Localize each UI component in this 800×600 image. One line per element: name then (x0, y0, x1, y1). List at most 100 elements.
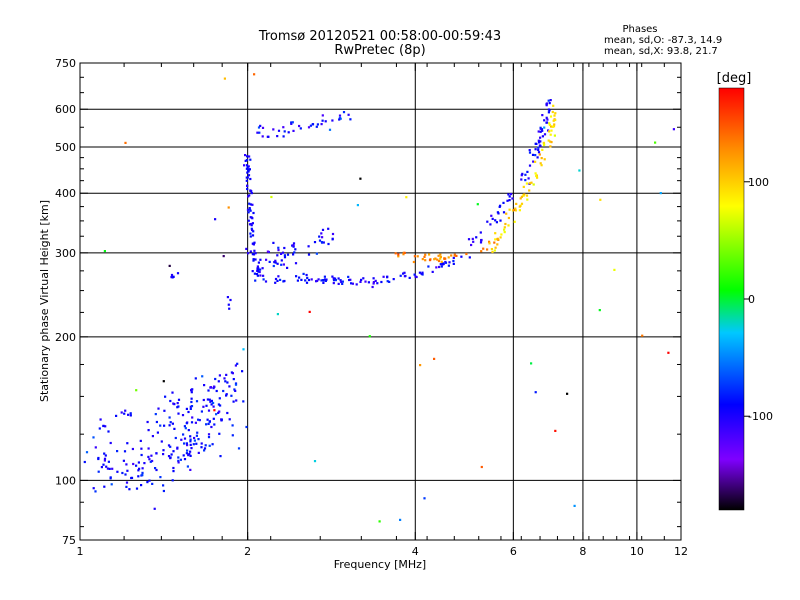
data-point (439, 253, 442, 256)
data-point (168, 416, 171, 419)
data-point (169, 399, 172, 403)
data-point (115, 414, 118, 417)
data-point (535, 174, 538, 178)
data-point (502, 201, 505, 204)
data-point (217, 403, 220, 406)
data-point (553, 134, 556, 137)
data-point (213, 423, 216, 426)
data-point (537, 139, 540, 142)
data-point (499, 236, 502, 239)
data-point (209, 400, 212, 403)
data-point (298, 124, 301, 128)
data-point (254, 258, 257, 261)
data-point (548, 122, 551, 125)
data-point (323, 278, 327, 281)
data-point (479, 231, 482, 234)
data-point (244, 154, 247, 157)
data-point (528, 189, 531, 192)
data-point (367, 281, 370, 284)
data-point (171, 391, 174, 394)
data-point (256, 269, 259, 272)
data-point (372, 277, 375, 280)
data-point (195, 400, 199, 403)
data-point (547, 111, 550, 114)
data-point (334, 279, 337, 282)
data-point (274, 259, 277, 262)
data-point (168, 424, 171, 427)
data-point (359, 177, 362, 180)
data-point (177, 398, 181, 401)
data-point (231, 424, 234, 427)
data-point (496, 243, 499, 246)
data-point (431, 270, 434, 273)
data-point (219, 404, 222, 407)
data-point (536, 156, 539, 159)
data-point (332, 279, 336, 282)
data-point (486, 248, 489, 251)
data-point (277, 249, 280, 252)
data-point (540, 128, 543, 131)
data-point (169, 421, 172, 424)
data-point (659, 192, 662, 195)
data-point (252, 242, 255, 245)
data-point (280, 263, 283, 266)
data-point (230, 394, 233, 397)
data-point (440, 265, 443, 268)
data-point (537, 151, 541, 154)
data-point (257, 261, 260, 264)
data-point (392, 278, 395, 281)
plot-frame (79, 62, 682, 541)
data-point (102, 463, 105, 466)
data-point (428, 253, 431, 256)
data-point (252, 230, 255, 233)
data-point (550, 141, 553, 144)
colorbar-tick-label: 0 (748, 293, 755, 306)
data-point (272, 264, 275, 268)
data-point (141, 474, 144, 477)
data-point (341, 280, 344, 283)
data-point (207, 436, 211, 439)
data-point (141, 471, 144, 474)
data-point (148, 479, 151, 482)
data-point (172, 466, 175, 470)
data-point (83, 460, 86, 464)
data-point (246, 166, 249, 169)
data-point (116, 450, 119, 453)
data-point (331, 119, 334, 122)
data-point (122, 459, 125, 462)
data-point (537, 148, 540, 151)
data-point (172, 450, 175, 453)
data-point (549, 99, 552, 102)
data-point (245, 247, 248, 250)
data-point (273, 261, 276, 264)
data-point (212, 417, 215, 420)
data-point (193, 439, 196, 442)
data-point (244, 159, 247, 162)
data-point (337, 282, 340, 285)
data-point (534, 172, 537, 175)
data-point (500, 233, 503, 236)
data-point (229, 298, 232, 302)
data-point (543, 119, 546, 122)
data-point (226, 296, 229, 299)
data-point (321, 228, 325, 231)
data-point (176, 446, 179, 449)
data-point (465, 252, 468, 256)
data-point (476, 203, 479, 206)
y-tick-label: 600 (55, 103, 76, 116)
data-point (553, 114, 556, 117)
data-point (444, 261, 448, 264)
data-point (208, 398, 211, 401)
data-point (279, 278, 282, 281)
data-point (491, 250, 494, 254)
data-point (452, 256, 455, 259)
x-tick-label: 8 (579, 545, 586, 558)
data-point (480, 250, 483, 253)
data-point (243, 164, 246, 167)
data-point (249, 209, 252, 212)
data-point (253, 249, 256, 252)
data-point (307, 278, 311, 282)
data-point (295, 275, 298, 278)
data-point (402, 272, 405, 275)
data-point (539, 162, 542, 165)
